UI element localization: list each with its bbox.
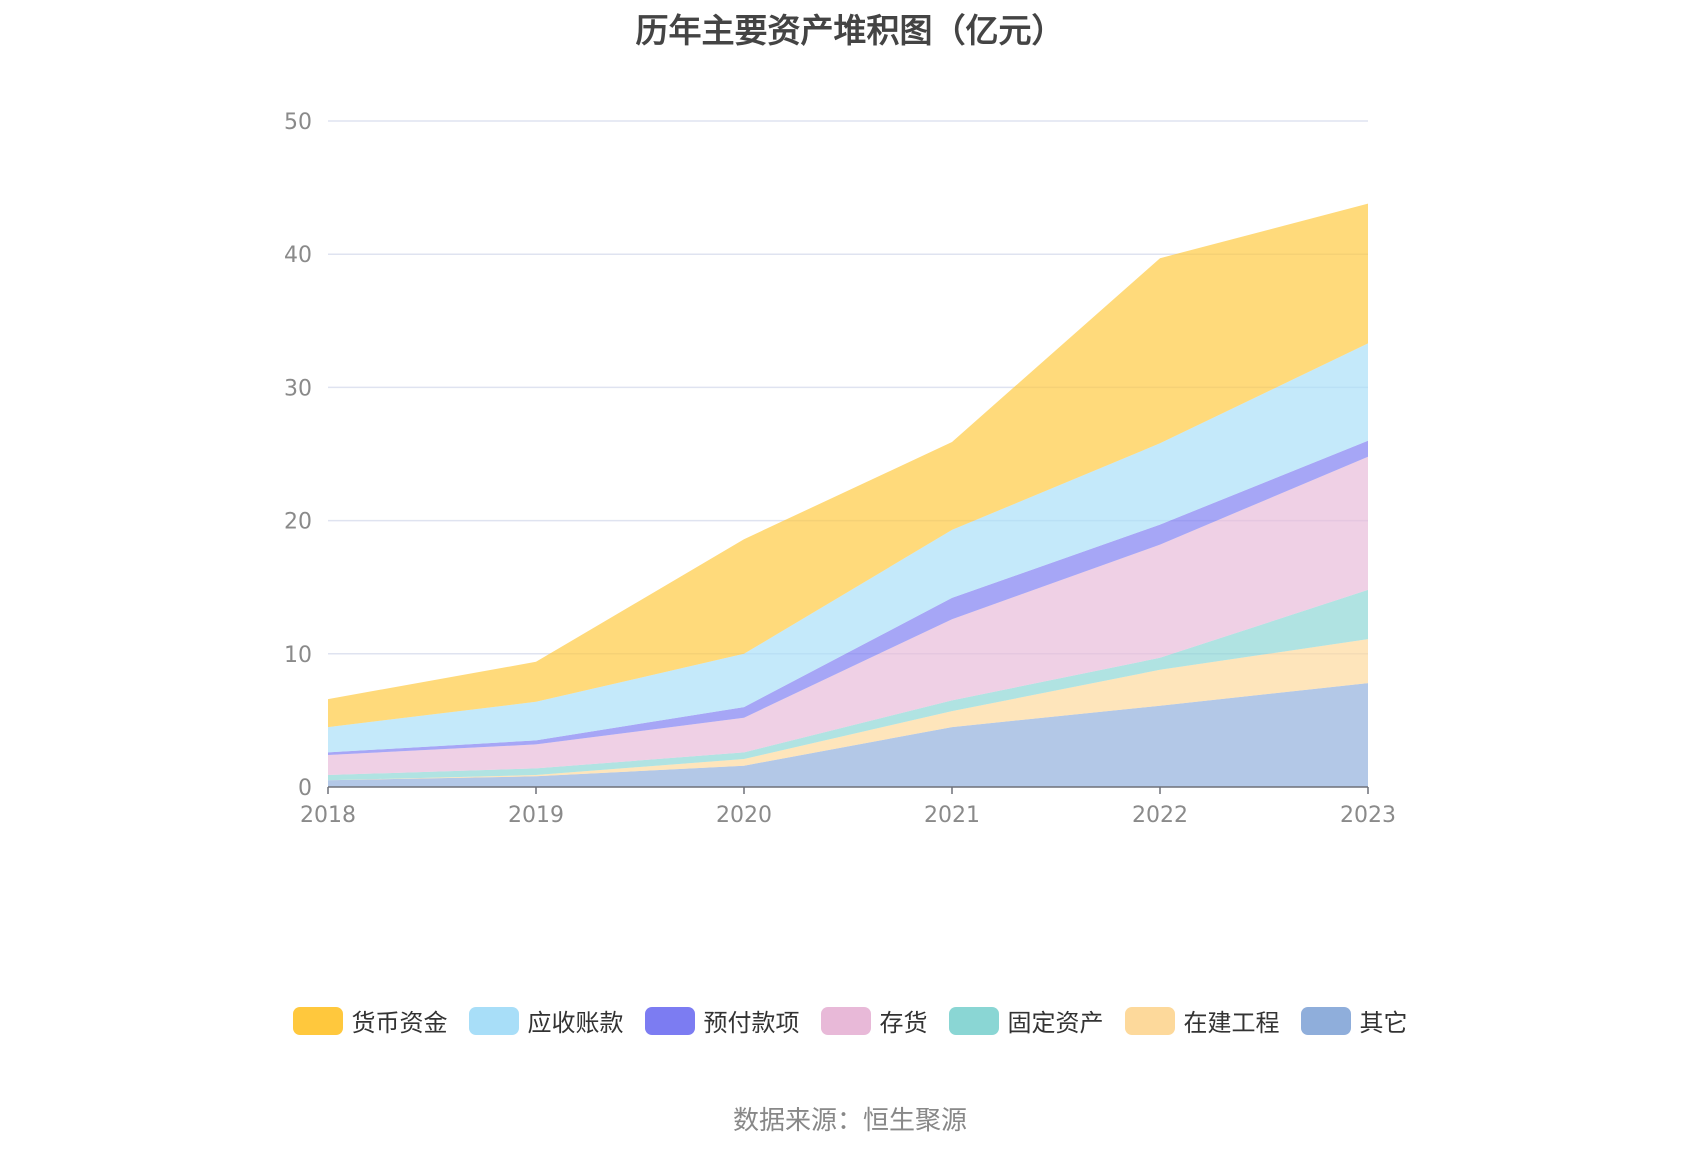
legend-label: 预付款项 — [703, 1009, 800, 1037]
x-axis-tick-labels: 2018 2019 2020 2021 2022 2023 — [300, 803, 1396, 828]
x-tick-label: 2022 — [1132, 803, 1188, 828]
legend-swatch — [820, 1006, 871, 1035]
area-series-6 — [328, 203, 1368, 728]
legend-swatch — [948, 1006, 999, 1035]
legend-item[interactable]: 应收账款 — [468, 1003, 624, 1038]
y-tick-label: 10 — [284, 643, 312, 668]
legend-label: 应收账款 — [527, 1009, 624, 1037]
chart-title: 历年主要资产堆积图（亿元） — [635, 11, 1065, 50]
legend-swatch — [1124, 1006, 1175, 1035]
legend-swatch — [1300, 1006, 1351, 1035]
y-tick-label: 20 — [284, 510, 312, 535]
x-tick-label: 2021 — [924, 803, 980, 828]
y-tick-label: 0 — [298, 776, 312, 801]
legend-label: 固定资产 — [1007, 1009, 1104, 1037]
legend-item[interactable]: 在建工程 — [1124, 1003, 1280, 1038]
legend-item[interactable]: 其它 — [1300, 1003, 1408, 1038]
y-tick-label: 50 — [284, 110, 312, 135]
x-tick-label: 2023 — [1340, 803, 1396, 828]
x-tick-label: 2020 — [716, 803, 772, 828]
legend-label: 存货 — [879, 1009, 928, 1037]
x-tick-label: 2018 — [300, 803, 356, 828]
area-series-0 — [328, 683, 1368, 787]
legend-swatch — [292, 1006, 343, 1035]
legend-label: 其它 — [1359, 1009, 1408, 1037]
x-tick-label: 2019 — [508, 803, 564, 828]
x-axis — [327, 786, 1369, 794]
y-axis-tick-labels: 0 10 20 30 40 50 — [284, 110, 312, 801]
legend-item[interactable]: 存货 — [820, 1003, 928, 1038]
y-tick-label: 30 — [284, 376, 312, 401]
legend-swatch — [468, 1006, 519, 1035]
legend: 货币资金 应收账款 预付款项 存货 固定资产 在建工程 其它 — [0, 1003, 1700, 1038]
area-series — [328, 203, 1368, 787]
legend-item[interactable]: 货币资金 — [292, 1003, 448, 1038]
legend-label: 货币资金 — [351, 1009, 448, 1037]
source-note: 数据来源：恒生聚源 — [732, 1106, 967, 1136]
legend-item[interactable]: 预付款项 — [644, 1003, 800, 1038]
y-tick-label: 40 — [284, 243, 312, 268]
legend-label: 在建工程 — [1183, 1009, 1280, 1037]
legend-item[interactable]: 固定资产 — [948, 1003, 1104, 1038]
area-series-3 — [328, 456, 1368, 775]
legend-swatch — [644, 1006, 695, 1035]
